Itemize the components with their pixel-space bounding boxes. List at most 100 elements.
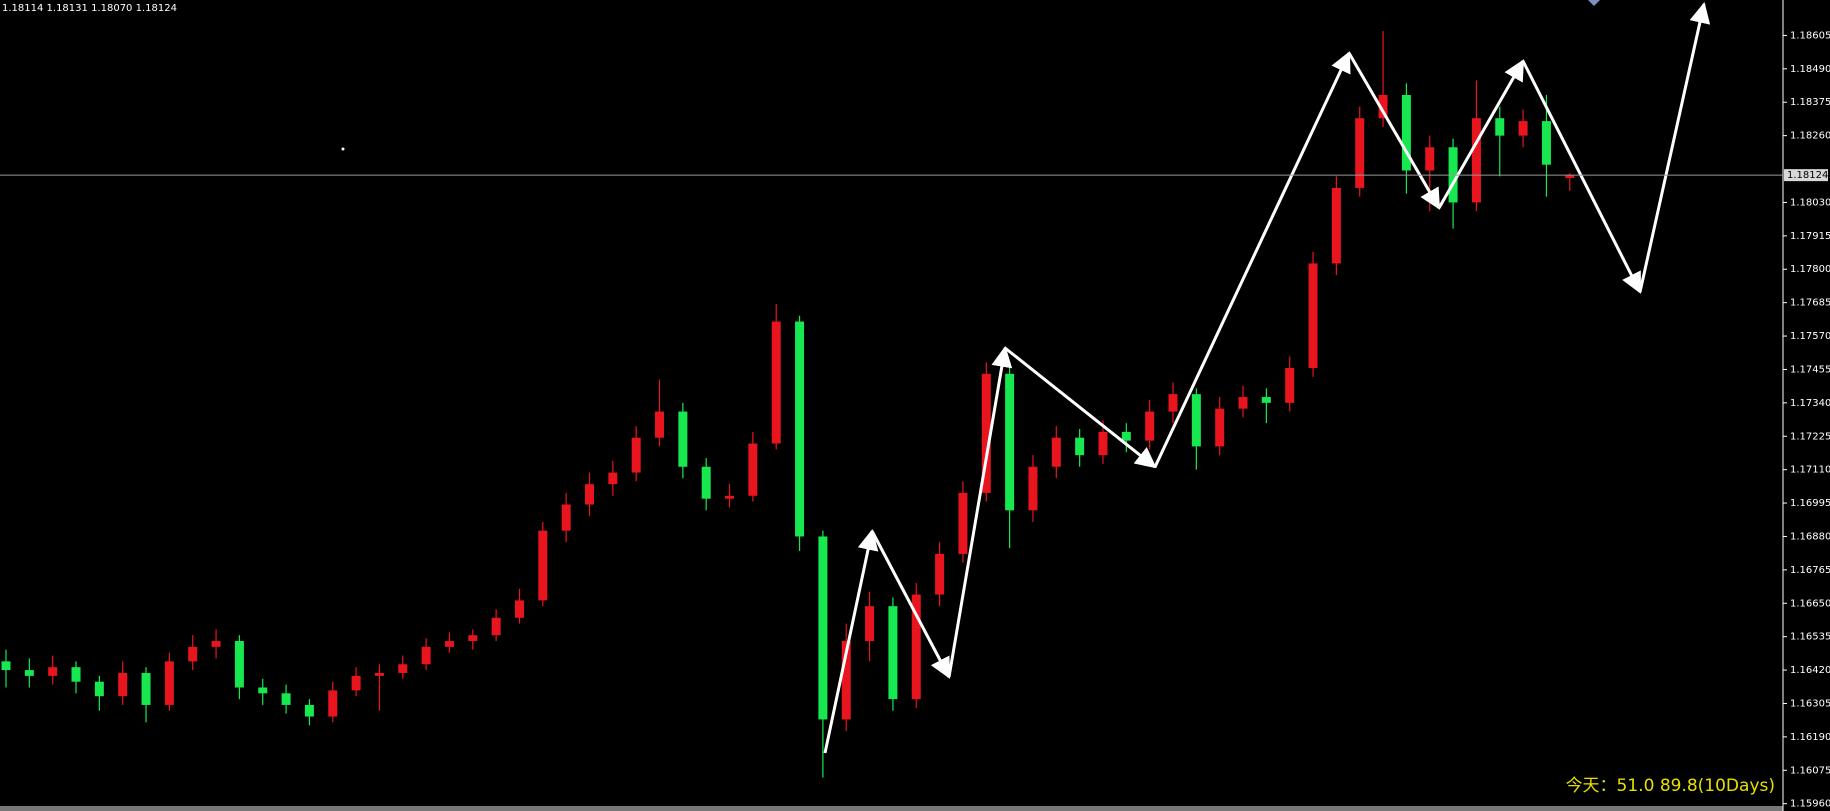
dot xyxy=(341,147,345,151)
y-tick-label: 1.15960 xyxy=(1790,799,1830,810)
candle-body xyxy=(911,594,921,700)
arrow xyxy=(1153,51,1351,468)
candle-body xyxy=(1191,394,1201,447)
candle-body xyxy=(24,670,34,676)
bottom-bar xyxy=(0,806,1783,811)
candle-body xyxy=(631,437,641,473)
ohlc-header: 1.18114 1.18131 1.18070 1.18124 xyxy=(2,3,177,14)
candle-body xyxy=(351,675,361,691)
candle-body xyxy=(304,704,314,717)
candle-body xyxy=(71,667,81,682)
candle-body xyxy=(1121,431,1131,441)
arrow xyxy=(870,530,951,679)
arrow xyxy=(1347,52,1441,210)
y-tick-label: 1.18490 xyxy=(1790,64,1830,75)
y-tick-label: 1.17225 xyxy=(1790,431,1830,442)
candle-body xyxy=(1285,368,1295,403)
candle-body xyxy=(1518,121,1528,136)
candle-body xyxy=(1238,397,1248,409)
candle-body xyxy=(795,321,805,537)
candle-body xyxy=(1471,118,1481,203)
current-price-label: 1.18124 xyxy=(1787,170,1828,181)
candle-body xyxy=(188,646,198,662)
y-tick-label: 1.16420 xyxy=(1790,665,1830,676)
y-tick-label: 1.17455 xyxy=(1790,364,1830,375)
zigzag-arrows xyxy=(823,1,1711,754)
candle-body xyxy=(865,606,875,642)
candle-body xyxy=(538,530,548,601)
candle-body xyxy=(1355,118,1365,188)
candle-body xyxy=(141,672,151,705)
candle-body xyxy=(398,664,408,673)
arrow xyxy=(1004,346,1157,469)
candle-body xyxy=(468,635,478,642)
candle-body xyxy=(701,466,711,499)
candle-body xyxy=(771,321,781,444)
candle-body xyxy=(655,411,665,438)
candle-body xyxy=(514,600,524,618)
y-tick-label: 1.18030 xyxy=(1790,197,1830,208)
y-tick-label: 1.18605 xyxy=(1790,30,1830,41)
y-tick-label: 1.17570 xyxy=(1790,331,1830,342)
candle-body xyxy=(561,504,571,531)
candle-body xyxy=(491,617,501,636)
candle-body xyxy=(678,411,688,467)
candle-body xyxy=(1145,411,1155,441)
candle-body xyxy=(1,661,11,671)
marker xyxy=(1588,0,1600,6)
candle-body xyxy=(1261,397,1271,403)
y-tick-label: 1.16075 xyxy=(1790,765,1830,776)
y-tick-label: 1.17340 xyxy=(1790,398,1830,409)
candle-body xyxy=(281,693,291,705)
y-tick-label: 1.18260 xyxy=(1790,131,1830,142)
y-tick-label: 1.16190 xyxy=(1790,732,1830,743)
arrow xyxy=(1521,60,1642,294)
footer-stats: 今天：51.0 89.8(10Days) xyxy=(1566,776,1775,796)
candle-body xyxy=(585,484,594,505)
candle-body xyxy=(421,646,431,665)
candle-body xyxy=(328,690,338,717)
candle-body xyxy=(1075,437,1085,456)
candle-body xyxy=(94,681,104,697)
candle-body xyxy=(444,641,454,647)
candle-body xyxy=(1051,437,1061,467)
arrow xyxy=(1437,59,1525,209)
candle-body xyxy=(374,672,384,676)
candle-body xyxy=(725,495,735,499)
y-tick-label: 1.16765 xyxy=(1790,565,1830,576)
candle-body xyxy=(258,687,268,694)
candle-body xyxy=(1378,94,1388,119)
candle-body xyxy=(1215,408,1225,447)
y-tick-label: 1.16535 xyxy=(1790,632,1830,643)
candle-body xyxy=(981,373,991,493)
arrow xyxy=(823,528,879,754)
y-tick-label: 1.17110 xyxy=(1790,465,1830,476)
candle-body xyxy=(748,443,758,496)
candle-body xyxy=(48,667,58,676)
candle-body xyxy=(118,672,128,697)
y-tick-label: 1.16650 xyxy=(1790,598,1830,609)
candle-body xyxy=(608,472,618,485)
candle-body xyxy=(1401,94,1411,171)
candle-body xyxy=(818,536,828,720)
candle-body xyxy=(1005,373,1015,511)
candle-body xyxy=(841,641,851,720)
candle-body xyxy=(1331,187,1341,264)
candle-body xyxy=(1495,118,1505,136)
candle-body xyxy=(1425,147,1435,171)
candle-body xyxy=(1565,175,1575,179)
y-tick-label: 1.17915 xyxy=(1790,231,1830,242)
current-price-box xyxy=(1784,169,1828,182)
candle-body xyxy=(211,641,221,647)
candle-body xyxy=(888,606,898,700)
arrow xyxy=(1638,1,1711,293)
candle-body xyxy=(164,661,174,705)
candle-body xyxy=(958,492,968,554)
y-tick-label: 1.16880 xyxy=(1790,531,1830,542)
y-tick-label: 1.18375 xyxy=(1790,97,1830,108)
candle-body xyxy=(1541,121,1551,165)
candle-body xyxy=(1168,394,1178,412)
y-tick-label: 1.17685 xyxy=(1790,298,1830,309)
